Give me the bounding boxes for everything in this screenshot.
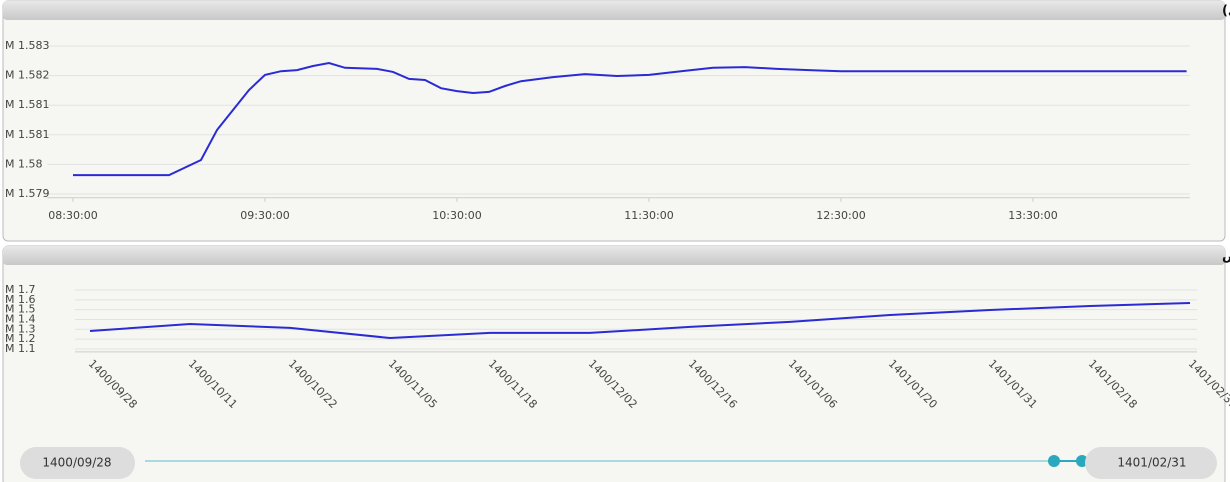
x-tick-label: 10:30:00 xyxy=(432,209,481,222)
line xyxy=(73,61,1187,177)
y-tick-label: M 1.7 xyxy=(5,283,35,296)
range-handle[interactable] xyxy=(1048,455,1060,467)
x-tick-label: 08:30:00 xyxy=(48,209,97,222)
y-tick-label: M 1.2 xyxy=(5,332,35,345)
y-tick-label: M 1.1 xyxy=(5,342,35,355)
panel xyxy=(2,245,1226,482)
y-tick-label: M 1.3 xyxy=(5,322,35,335)
line xyxy=(89,302,1191,340)
range-start-pill[interactable] xyxy=(20,447,135,479)
range-end: 1401/02/31 xyxy=(1117,456,1186,470)
range-start: 1400/09/28 xyxy=(42,456,111,470)
x-tick-label: 12:30:00 xyxy=(816,209,865,222)
x-tick-label: 13:30:00 xyxy=(1008,209,1057,222)
panel-title: نمودار شاخص xyxy=(1222,249,1230,264)
x-tick-label: 11:30:00 xyxy=(624,209,673,222)
y-tick-label: M 1.581 xyxy=(5,98,49,111)
panel xyxy=(2,0,1226,242)
y-tick-label: M 1.582 xyxy=(5,69,49,82)
range-end-pill[interactable] xyxy=(1085,447,1217,479)
panel-title: شاخص کل (آخرین روز معاملاتی) xyxy=(1222,2,1230,19)
range-handle[interactable] xyxy=(1076,455,1088,467)
y-tick-label: M 1.581 xyxy=(5,128,49,141)
y-tick-label: M 1.5 xyxy=(5,303,35,316)
y-tick-label: M 1.579 xyxy=(5,187,49,200)
x-tick-label: 09:30:00 xyxy=(240,209,289,222)
y-tick-label: M 1.58 xyxy=(5,157,42,170)
y-tick-label: M 1.4 xyxy=(5,312,35,325)
panel-header xyxy=(3,246,1225,265)
panel-header xyxy=(3,1,1225,20)
y-tick-label: M 1.6 xyxy=(5,293,35,306)
y-tick-label: M 1.583 xyxy=(5,39,49,52)
